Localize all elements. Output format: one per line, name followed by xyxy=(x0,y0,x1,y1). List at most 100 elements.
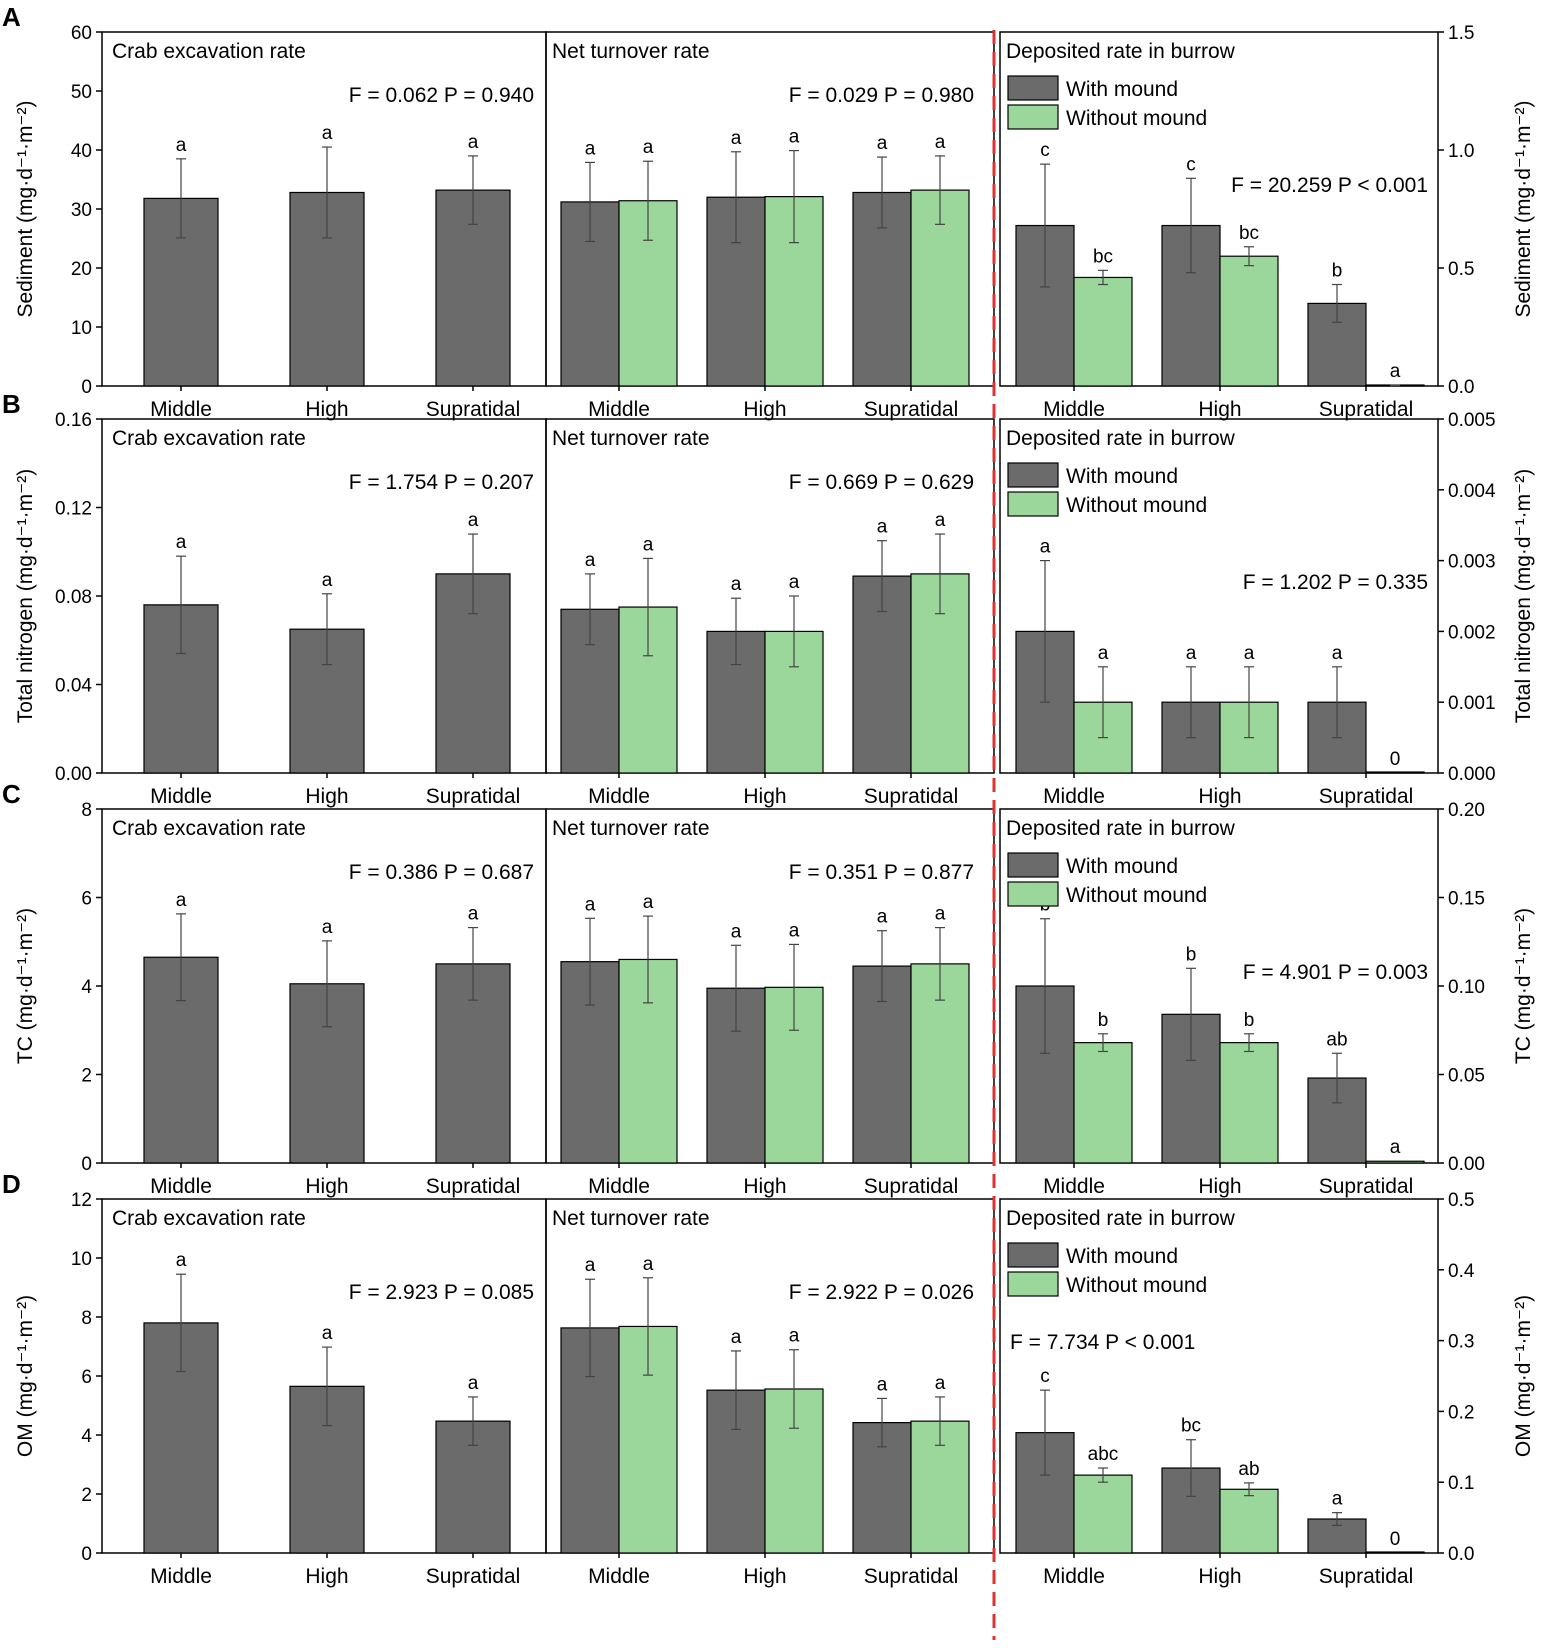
y-tick-label-right: 1.0 xyxy=(1448,141,1474,162)
y-tick-label-left: 10 xyxy=(71,318,92,339)
y-tick-label-right: 0.0 xyxy=(1448,1544,1474,1565)
y-tick-label-left: 20 xyxy=(71,259,92,280)
x-tick-label-deposited: High xyxy=(1198,1175,1241,1198)
stat-deposited: F = 4.901 P = 0.003 xyxy=(1243,961,1428,984)
significance-label: a xyxy=(935,1373,946,1394)
x-tick-label-deposited: Middle xyxy=(1043,1175,1105,1198)
y-tick-label-right: 0.15 xyxy=(1448,889,1485,910)
bar-turnover-with-mound xyxy=(852,965,912,1164)
x-tick-label-excavation: Supratidal xyxy=(426,398,521,421)
significance-label: a xyxy=(877,907,888,928)
section-title-deposited: Deposited rate in burrow xyxy=(1006,40,1236,63)
x-tick-label-deposited: Middle xyxy=(1043,785,1105,808)
y-tick-label-left: 8 xyxy=(81,1308,92,1329)
x-tick-label-turnover: Supratidal xyxy=(864,1565,959,1588)
y-tick-label-left: 50 xyxy=(71,82,92,103)
y-tick-label-right: 0.1 xyxy=(1448,1473,1474,1494)
significance-label: a xyxy=(1040,537,1051,558)
bar-deposited-without-mound xyxy=(1219,1488,1279,1554)
section-title-turnover: Net turnover rate xyxy=(552,427,710,450)
bar-deposited-without-mound xyxy=(1073,276,1133,387)
section-title-turnover: Net turnover rate xyxy=(552,1207,710,1230)
x-tick-label-deposited: High xyxy=(1198,785,1241,808)
y-tick-label-left: 10 xyxy=(71,1249,92,1270)
y-tick-label-right: 0.10 xyxy=(1448,977,1485,998)
stat-excavation: F = 2.923 P = 0.085 xyxy=(349,1281,534,1304)
y-tick-label-left: 6 xyxy=(81,889,92,910)
stat-excavation: F = 1.754 P = 0.207 xyxy=(349,471,534,494)
y-axis-title-right: Sediment (mg·d⁻¹·m⁻²) xyxy=(1512,100,1535,317)
y-tick-label-right: 0.00 xyxy=(1448,1154,1485,1175)
bar-deposited-without-mound xyxy=(1365,1160,1425,1164)
panel-letter: C xyxy=(2,779,21,809)
legend-label-without-mound: Without mound xyxy=(1066,884,1207,907)
panel-D: D 0 2 4 6 8 10 12 0.0 0.1 0.2 0.3 0.4 0.5 OM (mg·d⁻¹·m… xyxy=(2,1169,1535,1588)
x-tick-label-deposited: Supratidal xyxy=(1319,785,1414,808)
x-tick-label-turnover: High xyxy=(743,1565,786,1588)
y-tick-label-left: 4 xyxy=(81,977,92,998)
stat-turnover: F = 0.029 P = 0.980 xyxy=(789,84,974,107)
significance-label: a xyxy=(1098,643,1109,664)
y-axis-title-left: Sediment (mg·d⁻¹·m⁻²) xyxy=(14,100,37,317)
section-title-deposited: Deposited rate in burrow xyxy=(1006,427,1236,450)
significance-label: a xyxy=(322,1323,333,1344)
y-tick-label-left: 0.00 xyxy=(55,764,92,785)
legend-label-without-mound: Without mound xyxy=(1066,1274,1207,1297)
panel-letter: B xyxy=(2,389,21,419)
legend-swatch-with-mound xyxy=(1007,462,1059,488)
significance-label: ab xyxy=(1326,1029,1347,1050)
section-title-excavation: Crab excavation rate xyxy=(112,817,306,840)
bar-deposited-without-mound xyxy=(1073,1474,1133,1554)
bar-deposited-without-mound xyxy=(1365,1551,1425,1554)
section-title-turnover: Net turnover rate xyxy=(552,40,710,63)
y-tick-label-left: 40 xyxy=(71,141,92,162)
significance-label: a xyxy=(643,137,654,158)
y-tick-label-right: 0.20 xyxy=(1448,800,1485,821)
significance-label: a xyxy=(935,132,946,153)
x-tick-label-turnover: Middle xyxy=(588,398,650,421)
y-tick-label-left: 4 xyxy=(81,1426,92,1447)
x-tick-label-excavation: High xyxy=(305,785,348,808)
significance-label: a xyxy=(643,892,654,913)
significance-label: a xyxy=(468,904,479,925)
x-tick-label-deposited: Middle xyxy=(1043,398,1105,421)
y-tick-label-right: 0.05 xyxy=(1448,1066,1485,1087)
y-tick-label-left: 0 xyxy=(81,377,92,398)
significance-label: 0 xyxy=(1390,1529,1401,1550)
panel-A: A 0 10 20 30 40 50 60 0.0 0.5 1.0 1.5 Sediment (mg·d… xyxy=(2,2,1535,421)
significance-label: a xyxy=(877,517,888,538)
legend-swatch-without-mound xyxy=(1007,104,1059,130)
x-tick-label-turnover: Middle xyxy=(588,1565,650,1588)
significance-label: a xyxy=(585,894,596,915)
stat-deposited: F = 20.259 P < 0.001 xyxy=(1231,174,1428,197)
x-tick-label-deposited: High xyxy=(1198,1565,1241,1588)
y-tick-label-right: 0.004 xyxy=(1448,481,1496,502)
x-tick-label-turnover: High xyxy=(743,398,786,421)
significance-label: a xyxy=(322,917,333,938)
x-tick-label-excavation: High xyxy=(305,1175,348,1198)
section-title-deposited: Deposited rate in burrow xyxy=(1006,1207,1236,1230)
y-tick-label-left: 2 xyxy=(81,1066,92,1087)
y-tick-label-left: 0.16 xyxy=(55,410,92,431)
panel-C: C 0 2 4 6 8 0.00 0.05 0.10 0.15 0.20 TC (mg·d⁻¹·m⁻²… xyxy=(2,779,1535,1198)
y-tick-label-right: 0.003 xyxy=(1448,552,1496,573)
significance-label: a xyxy=(1244,643,1255,664)
x-tick-label-deposited: Supratidal xyxy=(1319,1565,1414,1588)
significance-label: a xyxy=(731,921,742,942)
y-tick-label-right: 0.001 xyxy=(1448,693,1496,714)
y-tick-label-left: 0.08 xyxy=(55,587,92,608)
x-tick-label-excavation: Supratidal xyxy=(426,785,521,808)
x-tick-label-excavation: Middle xyxy=(150,1565,212,1588)
significance-label: c xyxy=(1186,154,1196,175)
stat-turnover: F = 0.351 P = 0.877 xyxy=(789,861,974,884)
x-tick-label-deposited: High xyxy=(1198,398,1241,421)
significance-label: a xyxy=(877,133,888,154)
x-tick-label-turnover: High xyxy=(743,785,786,808)
legend-label-with-mound: With mound xyxy=(1066,1245,1178,1268)
significance-label: a xyxy=(1332,1489,1343,1510)
y-axis-title-right: TC (mg·d⁻¹·m⁻²) xyxy=(1512,908,1535,1064)
y-tick-label-left: 60 xyxy=(71,23,92,44)
significance-label: a xyxy=(1390,361,1401,382)
y-tick-label-right: 0.5 xyxy=(1448,259,1474,280)
x-tick-label-deposited: Supratidal xyxy=(1319,1175,1414,1198)
